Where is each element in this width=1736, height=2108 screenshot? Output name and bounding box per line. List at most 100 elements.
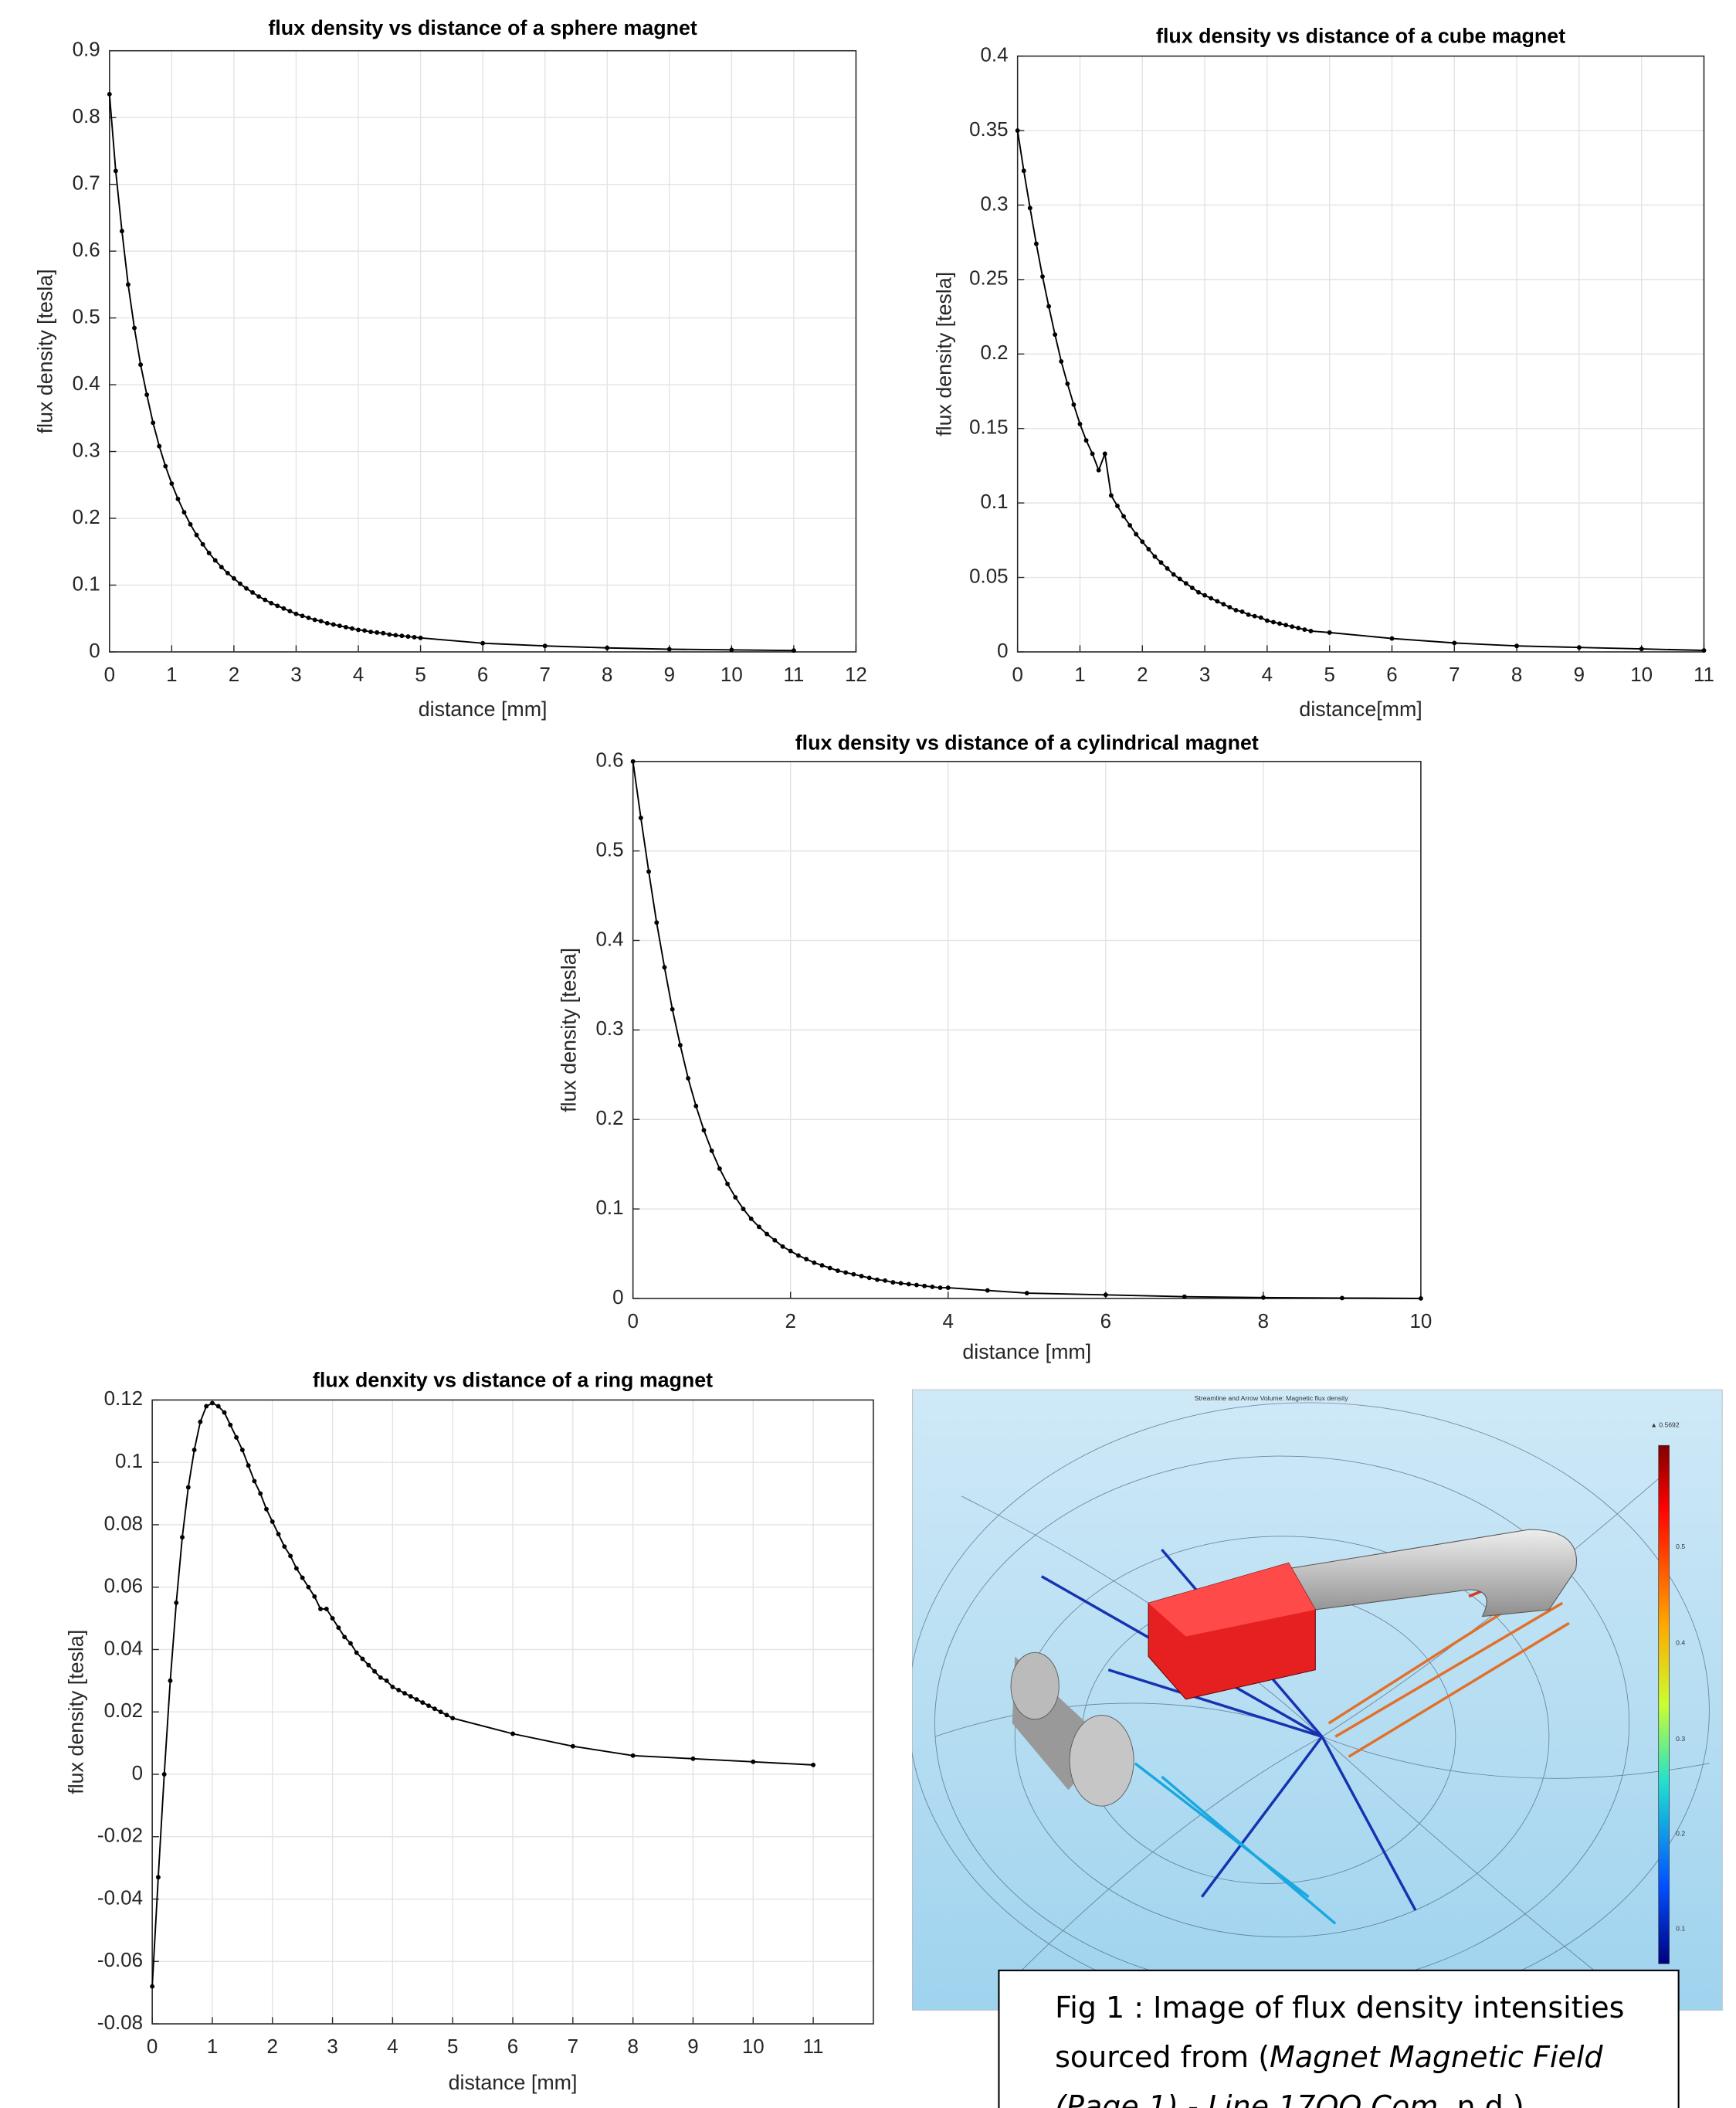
data-point	[244, 586, 249, 591]
plot-frame	[1016, 55, 1705, 653]
x-tick-label: 5	[415, 664, 426, 686]
x-tick-label: 3	[327, 2036, 337, 2058]
y-tick-label: 0.4	[596, 928, 624, 950]
data-point	[756, 1224, 761, 1230]
y-axis-label: flux density [tesla]	[64, 1630, 87, 1794]
colorbar-max: ▲ 0.5692	[1650, 1421, 1680, 1429]
data-point	[324, 620, 330, 626]
data-point	[851, 1271, 856, 1277]
data-point	[570, 1743, 575, 1749]
data-point	[180, 1535, 185, 1540]
data-point	[898, 1281, 904, 1286]
data-point	[985, 1288, 990, 1293]
data-point	[1290, 624, 1295, 630]
data-point	[874, 1277, 880, 1282]
data-point	[360, 1656, 365, 1662]
data-point	[1090, 451, 1095, 457]
data-point	[276, 1532, 281, 1536]
data-point	[412, 634, 417, 640]
data-point	[1096, 467, 1101, 473]
data-point	[717, 1166, 722, 1171]
data-point	[198, 1419, 203, 1424]
data-point	[362, 628, 368, 633]
x-axis-label: distance [mm]	[419, 698, 548, 721]
data-point	[690, 1756, 696, 1761]
x-tick-label: 10	[742, 2036, 765, 2058]
x-tick-label: 6	[477, 664, 488, 686]
y-tick-label: 0.4	[73, 373, 100, 395]
x-tick-label: 11	[803, 2036, 824, 2058]
data-point	[163, 463, 168, 469]
x-tick-label: 7	[1449, 664, 1460, 686]
data-point	[1264, 618, 1270, 623]
data-point	[1252, 613, 1257, 619]
simulation-image: Streamline and Arrow Volume: Magnetic fl…	[912, 1389, 1723, 2011]
data-point	[1639, 647, 1644, 652]
data-point	[342, 1634, 348, 1640]
data-point	[751, 1759, 756, 1764]
data-point	[250, 590, 256, 595]
data-point	[188, 521, 193, 527]
x-tick-label: 9	[664, 664, 675, 686]
data-point	[287, 609, 293, 614]
data-point	[269, 600, 274, 606]
data-point	[372, 1668, 377, 1674]
data-point	[399, 633, 405, 639]
data-point	[725, 1181, 731, 1186]
x-tick-label: 12	[845, 664, 867, 686]
y-tick-label: 0.1	[596, 1197, 624, 1219]
data-point	[293, 1566, 299, 1571]
y-axis-label: flux density [tesla]	[34, 269, 57, 433]
data-point	[906, 1281, 911, 1287]
data-point	[387, 632, 392, 637]
data-point	[1158, 560, 1164, 565]
y-tick-label: -0.04	[97, 1887, 143, 1909]
data-point	[405, 634, 411, 640]
data-point	[1196, 589, 1201, 595]
data-point	[811, 1762, 816, 1767]
y-tick-label: 0.02	[104, 1700, 143, 1722]
data-point	[402, 1691, 407, 1696]
data-point	[420, 1700, 426, 1706]
data-point	[210, 1400, 215, 1406]
data-point	[1514, 643, 1520, 649]
data-point	[366, 1662, 371, 1668]
data-point	[1308, 629, 1314, 633]
chart: 0 1 2 3 4 5 6 7 8 9 10 11 -0.08 -0.06 -0.04 -0.02 0 0.02 0…	[64, 1368, 874, 2094]
y-tick-label: 0.4	[981, 44, 1009, 66]
caption-box	[998, 1969, 1680, 2108]
x-tick-label: 8	[627, 2036, 638, 2058]
data-point	[1077, 421, 1083, 426]
y-tick-label: 0.08	[104, 1513, 143, 1535]
data-point	[835, 1268, 840, 1274]
y-tick-label: 0.05	[969, 565, 1008, 587]
data-point	[432, 1706, 437, 1712]
colorbar-label: 0.4	[1676, 1638, 1685, 1646]
data-point	[922, 1283, 927, 1288]
y-tick-label: -0.08	[97, 2012, 143, 2034]
data-point	[646, 869, 651, 874]
y-tick-label: 0.1	[981, 491, 1009, 513]
data-point	[444, 1713, 449, 1718]
y-tick-label: 0.8	[73, 106, 100, 127]
data-point	[666, 647, 672, 652]
y-tick-label: 0.25	[969, 268, 1008, 290]
x-tick-label: 5	[1324, 664, 1334, 686]
data-point	[1452, 640, 1457, 646]
data-point	[324, 1607, 329, 1611]
data-point	[780, 1244, 785, 1249]
data-point	[812, 1260, 817, 1265]
data-point	[215, 1404, 221, 1409]
x-tick-label: 4	[943, 1311, 954, 1332]
y-tick-label: 0.1	[115, 1451, 143, 1472]
data-point	[1177, 576, 1182, 582]
colorbar-label: 0.2	[1676, 1830, 1685, 1838]
data-point	[1065, 381, 1070, 386]
x-tick-label: 4	[1262, 664, 1273, 686]
caption-line: Fig 1 : Image of flux density intensitie…	[1055, 1991, 1624, 2025]
x-tick-label: 4	[387, 2036, 398, 2058]
data-point	[264, 1506, 269, 1512]
data-point	[312, 617, 317, 623]
x-tick-label: 2	[267, 2036, 278, 2058]
x-tick-label: 1	[207, 2036, 218, 2058]
